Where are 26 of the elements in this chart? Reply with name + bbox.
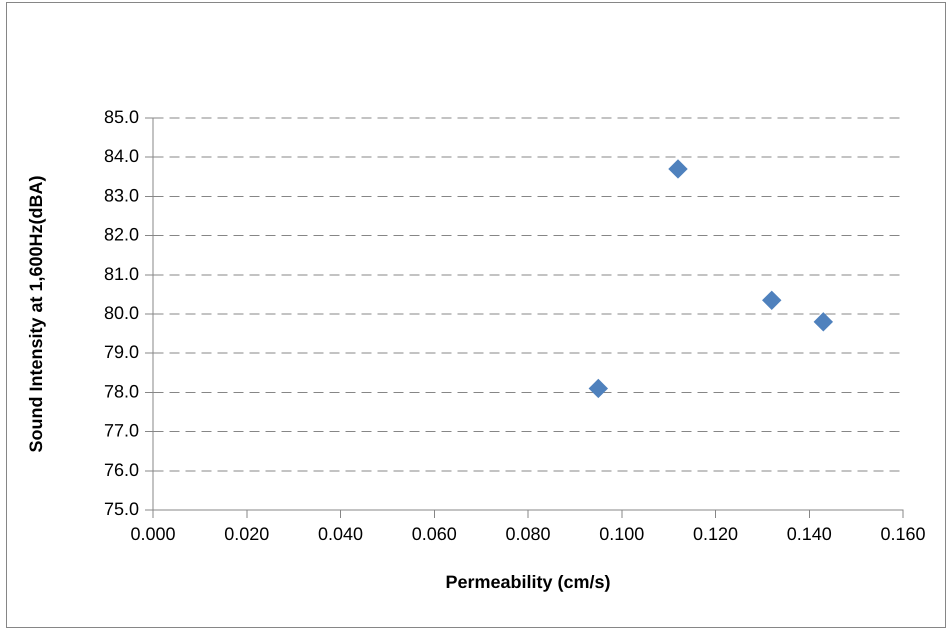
- point: [668, 159, 688, 178]
- x-tick-label: 0.140: [786, 524, 832, 544]
- x-tick-label: 0.100: [599, 524, 644, 544]
- y-tick-label: 76.0: [104, 460, 139, 480]
- y-tick-label: 80.0: [104, 302, 139, 323]
- x-tick-label: 0.040: [318, 524, 364, 544]
- x-tick-label: 0.020: [224, 524, 270, 544]
- y-axis-title: Sound Intensity at 1,600Hz(dBA): [26, 175, 46, 453]
- x-axis-title: Permeability (cm/s): [445, 572, 611, 592]
- y-tick-label: 83.0: [104, 185, 139, 206]
- y-tick-label: 85.0: [104, 106, 139, 127]
- y-tick-label: 78.0: [104, 381, 139, 402]
- point: [814, 312, 833, 332]
- y-tick-label: 82.0: [104, 224, 139, 245]
- y-tick-label: 79.0: [104, 342, 139, 362]
- x-tick-label: 0.080: [505, 524, 551, 544]
- y-tick-label: 77.0: [104, 420, 139, 441]
- x-tick-label: 0.060: [412, 524, 457, 544]
- point: [588, 378, 608, 398]
- point: [762, 290, 782, 310]
- y-tick-label: 84.0: [104, 146, 139, 166]
- x-tick-label: 0.000: [130, 524, 176, 544]
- y-tick-label: 75.0: [104, 498, 139, 519]
- x-tick-label: 0.160: [880, 524, 926, 544]
- x-tick-label: 0.120: [692, 524, 738, 544]
- y-tick-label: 81.0: [104, 264, 139, 284]
